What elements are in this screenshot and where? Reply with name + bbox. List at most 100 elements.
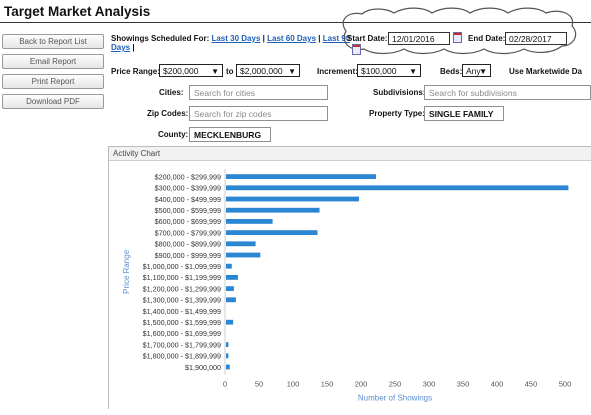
start-date-label: Start Date: xyxy=(347,34,388,43)
subdivisions-label: Subdivisions: xyxy=(373,88,426,97)
y-tick-label: $1,100,000 - $1,199,999 xyxy=(143,273,221,282)
x-tick-label: 250 xyxy=(389,380,402,389)
bar xyxy=(226,297,236,303)
y-tick-label: $900,000 - $999,999 xyxy=(155,251,221,260)
chevron-down-icon: ▼ xyxy=(479,67,487,76)
bar xyxy=(226,252,261,258)
x-tick-label: 50 xyxy=(255,380,263,389)
cities-input[interactable]: Search for cities xyxy=(189,85,328,100)
y-tick-label: $600,000 - $699,999 xyxy=(155,217,221,226)
property-type-field[interactable]: SINGLE FAMILY xyxy=(424,106,504,121)
property-type-label: Property Type: xyxy=(369,109,425,118)
bar xyxy=(226,241,256,247)
download-pdf-button[interactable]: Download PDF xyxy=(2,94,104,109)
y-tick-label: $1,000,000 - $1,099,999 xyxy=(143,262,221,271)
beds-select[interactable]: Any ▼ xyxy=(462,64,491,77)
y-tick-label: $800,000 - $899,999 xyxy=(155,240,221,249)
chevron-down-icon: ▼ xyxy=(211,67,219,76)
y-tick-label: $400,000 - $499,999 xyxy=(155,195,221,204)
print-report-button[interactable]: Print Report xyxy=(2,74,104,89)
y-tick-label: $1,800,000 - $1,899,999 xyxy=(143,352,221,361)
end-date-input[interactable]: 02/28/2017 xyxy=(505,32,567,45)
increment-label: Increment: xyxy=(317,67,358,76)
x-tick-label: 150 xyxy=(321,380,334,389)
price-to-value: $2,000,000 xyxy=(240,66,283,76)
zip-codes-input[interactable]: Search for zip codes xyxy=(189,106,328,121)
date-highlight-outline xyxy=(342,7,577,55)
y-tick-label: $500,000 - $599,999 xyxy=(155,206,221,215)
last-90-days-link[interactable]: Last 90 xyxy=(322,34,351,43)
activity-chart-title: Activity Chart xyxy=(109,147,591,161)
x-axis-title: Number of Showings xyxy=(358,394,432,403)
x-tick-label: 100 xyxy=(287,380,300,389)
y-axis-title: Price Range xyxy=(122,249,131,294)
x-tick-label: 400 xyxy=(491,380,504,389)
end-date-label: End Date: xyxy=(468,34,506,43)
county-label: County: xyxy=(158,130,189,139)
bar xyxy=(226,342,229,347)
start-date-input[interactable]: 12/01/2016 xyxy=(388,32,450,45)
bar xyxy=(226,319,234,325)
last-90-days-link-cont[interactable]: Days xyxy=(111,43,131,52)
bar xyxy=(226,185,569,191)
chevron-down-icon: ▼ xyxy=(288,67,296,76)
title-divider xyxy=(0,22,591,23)
increment-select[interactable]: $100,000 ▼ xyxy=(357,64,421,77)
y-tick-label: $1,300,000 - $1,399,999 xyxy=(143,296,221,305)
y-tick-label: $200,000 - $299,999 xyxy=(155,172,221,181)
page-title: Target Market Analysis xyxy=(4,4,151,19)
bar xyxy=(226,174,376,179)
last-60-days-link[interactable]: Last 60 Days xyxy=(267,34,317,43)
separator: | xyxy=(262,34,265,43)
x-tick-label: 200 xyxy=(355,380,368,389)
x-tick-label: 450 xyxy=(525,380,538,389)
cities-placeholder: Search for cities xyxy=(194,88,255,98)
bar xyxy=(226,364,230,370)
price-to-select[interactable]: $2,000,000 ▼ xyxy=(236,64,300,77)
subdivisions-input[interactable]: Search for subdivisions xyxy=(424,85,591,100)
bar xyxy=(226,275,238,280)
showings-row-2: Days | xyxy=(111,43,135,52)
y-tick-label: $1,400,000 - $1,499,999 xyxy=(143,307,221,316)
price-from-value: $200,000 xyxy=(163,66,199,76)
increment-value: $100,000 xyxy=(361,66,397,76)
y-tick-label: $700,000 - $799,999 xyxy=(155,228,221,237)
bar xyxy=(226,219,273,224)
separator: | xyxy=(132,43,135,52)
x-tick-label: 300 xyxy=(423,380,436,389)
subdivisions-placeholder: Search for subdivisions xyxy=(429,88,517,98)
bar xyxy=(226,196,359,202)
x-tick-label: 350 xyxy=(457,380,470,389)
zip-codes-label: Zip Codes: xyxy=(147,109,189,118)
y-tick-label: $1,900,000 xyxy=(185,363,221,372)
county-field[interactable]: MECKLENBURG xyxy=(189,127,271,142)
marketwide-label: Use Marketwide Da xyxy=(509,67,582,76)
bar xyxy=(226,207,320,213)
x-tick-label: 0 xyxy=(223,380,227,389)
bar xyxy=(226,353,229,359)
email-report-button[interactable]: Email Report xyxy=(2,54,104,69)
beds-label: Beds: xyxy=(440,67,463,76)
back-to-report-list-button[interactable]: Back to Report List xyxy=(2,34,104,49)
y-tick-label: $1,600,000 - $1,699,999 xyxy=(143,329,221,338)
separator: | xyxy=(318,34,321,43)
activity-chart: $200,000 - $299,999 $300,000 - $399,999 $4… xyxy=(122,169,572,403)
calendar-icon[interactable] xyxy=(352,44,361,55)
cities-label: Cities: xyxy=(159,88,184,97)
y-tick-label: $300,000 - $399,999 xyxy=(155,184,221,193)
price-from-select[interactable]: $200,000 ▼ xyxy=(159,64,223,77)
y-tick-label: $1,500,000 - $1,599,999 xyxy=(143,318,221,327)
activity-chart-panel: Activity Chart $200,000 - $299,999 $300,0… xyxy=(108,146,591,409)
showings-row: Showings Scheduled For: Last 30 Days | L… xyxy=(111,34,350,43)
showings-label: Showings Scheduled For: xyxy=(111,34,210,43)
x-tick-label: 500 xyxy=(559,380,572,389)
chevron-down-icon: ▼ xyxy=(409,67,417,76)
beds-value: Any xyxy=(466,66,481,76)
last-30-days-link[interactable]: Last 30 Days xyxy=(211,34,261,43)
bar xyxy=(226,263,232,269)
bar xyxy=(226,286,234,291)
price-range-label: Price Range: xyxy=(111,67,160,76)
start-date-calendar-icon[interactable] xyxy=(453,32,462,43)
to-label: to xyxy=(226,67,234,76)
bar xyxy=(226,230,318,235)
